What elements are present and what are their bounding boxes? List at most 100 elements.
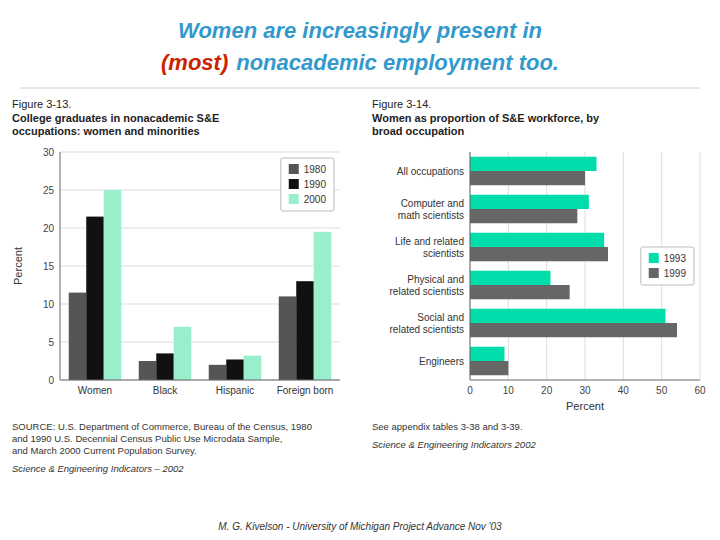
- bar: [470, 361, 508, 375]
- grid-line: [470, 152, 471, 380]
- bar: [209, 365, 227, 380]
- legend-swatch: [289, 164, 299, 174]
- legend-entry: 1993: [664, 253, 687, 264]
- legend-swatch: [289, 179, 299, 189]
- tick-label: 20: [541, 385, 553, 396]
- category-label: Physical andrelated scientists: [390, 274, 464, 297]
- grid-line: [585, 152, 586, 380]
- tick-label: 20: [43, 223, 55, 234]
- legend-box: [641, 247, 694, 285]
- bar: [296, 281, 314, 380]
- text-line: Life and related: [395, 236, 464, 247]
- tick-label: 50: [656, 385, 668, 396]
- legend-swatch: [649, 268, 659, 278]
- grid-line: [60, 380, 340, 381]
- grid-line: [546, 152, 547, 380]
- tick-label: 10: [503, 385, 515, 396]
- bar: [470, 233, 604, 247]
- text-line: Women: [78, 385, 112, 396]
- tick-label: 30: [43, 147, 55, 158]
- category-label: Social andrelated scientists: [390, 312, 464, 335]
- text-line: All occupations: [397, 166, 464, 177]
- chart-title: Figure 3-13.: [12, 98, 71, 110]
- legend: 1980 1990 2000: [281, 158, 334, 211]
- legend-entry: 1999: [664, 268, 687, 279]
- bar: [470, 323, 677, 337]
- category-label: All occupations: [397, 166, 464, 177]
- bar: [156, 353, 174, 380]
- text-line: related scientists: [390, 324, 464, 335]
- category-label: Foreign born: [277, 385, 334, 396]
- text-line: related scientists: [390, 286, 464, 297]
- legend-entry: 1990: [304, 179, 327, 190]
- text-line: Computer and: [401, 198, 464, 209]
- bar: [226, 359, 244, 380]
- chart-panel: Figure 3-13.College graduates in nonacad…: [12, 98, 340, 474]
- text-line: and 1990 U.S. Decennial Census Public Us…: [12, 433, 282, 444]
- axis-line: [60, 152, 61, 380]
- category-label: Hispanic: [216, 385, 254, 396]
- annotation: See appendix tables 3-38 and 3-39.: [372, 421, 523, 432]
- text-line: SOURCE: U.S. Department of Commerce, Bur…: [12, 421, 312, 432]
- bar: [139, 361, 157, 380]
- tick-label: 5: [48, 337, 54, 348]
- bars: [69, 190, 332, 380]
- bar: [470, 271, 551, 285]
- chart-canvas: Women are increasingly present in(most)n…: [0, 0, 720, 540]
- axis-line: [60, 380, 340, 381]
- category-label: Engineers: [419, 356, 464, 367]
- grid: [470, 152, 700, 380]
- text-line: math scientists: [398, 210, 464, 221]
- chart-title: Figure 3-14.: [372, 98, 431, 110]
- category-label: Black: [153, 385, 178, 396]
- page-title: Women are increasingly present in: [178, 18, 542, 43]
- bar: [470, 309, 666, 323]
- legend-swatch: [649, 253, 659, 263]
- text-line: Science & Engineering Indicators – 2002: [12, 463, 184, 474]
- page-title: (most): [161, 50, 228, 75]
- axis-line: [470, 152, 471, 380]
- text-line: Engineers: [419, 356, 464, 367]
- text-line: Foreign born: [277, 385, 334, 396]
- bar: [470, 285, 570, 299]
- annotation: SOURCE: U.S. Department of Commerce, Bur…: [12, 421, 312, 456]
- chart-subtitle: Women as proportion of S&E workforce, by: [372, 112, 600, 124]
- text-line: Hispanic: [216, 385, 254, 396]
- tick-label: 10: [43, 299, 55, 310]
- bar: [104, 190, 122, 380]
- bar: [470, 209, 577, 223]
- bar: [470, 157, 597, 171]
- legend-entry: 2000: [304, 194, 327, 205]
- grid-line: [623, 152, 624, 380]
- text-line: Social and: [417, 312, 464, 323]
- grid: [60, 152, 340, 380]
- axis-line: [470, 380, 700, 381]
- text-line: See appendix tables 3-38 and 3-39.: [372, 421, 523, 432]
- bar: [279, 296, 297, 380]
- text-line: Black: [153, 385, 178, 396]
- bar: [86, 217, 104, 380]
- text-line: and March 2000 Current Population Survey…: [12, 445, 197, 456]
- legend-swatch: [289, 194, 299, 204]
- title-separator: [20, 88, 700, 89]
- bar: [174, 327, 192, 380]
- bar: [314, 232, 332, 380]
- chart-subtitle: occupations: women and minorities: [12, 125, 200, 137]
- bar: [470, 171, 585, 185]
- annotation: Science & Engineering Indicators 2002: [372, 439, 536, 450]
- grid-line: [508, 152, 509, 380]
- tick-label: 40: [618, 385, 630, 396]
- legend-box: [281, 158, 334, 211]
- tick-label: 60: [694, 385, 706, 396]
- grid-line: [60, 152, 340, 153]
- legend-entry: 1980: [304, 164, 327, 175]
- category-label: Women: [78, 385, 112, 396]
- category-label: Life and relatedscientists: [395, 236, 464, 259]
- tick-label: 0: [48, 375, 54, 386]
- bar: [470, 247, 608, 261]
- bar: [69, 293, 87, 380]
- grid-line: [700, 152, 701, 380]
- category-label: Computer andmath scientists: [398, 198, 464, 221]
- tick-label: 0: [467, 385, 473, 396]
- axis-label: Percent: [12, 247, 24, 285]
